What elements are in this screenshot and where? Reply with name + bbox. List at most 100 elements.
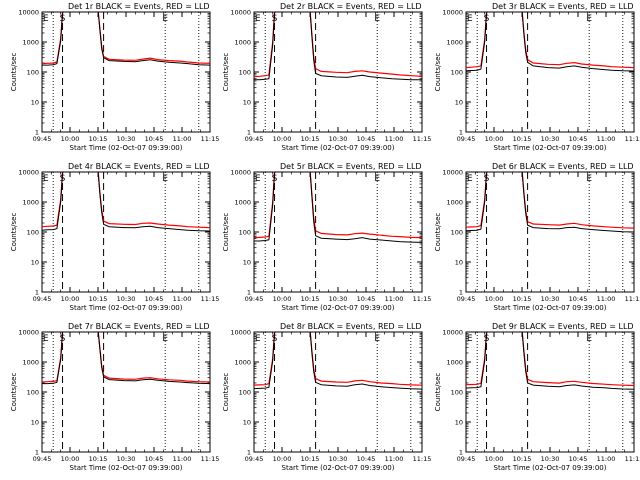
lld-series-line (42, 332, 210, 383)
x-tick-label: 10:15 (301, 295, 320, 303)
y-axis-label: Counts/sec (10, 373, 18, 412)
x-tick-label: 11:00 (597, 135, 616, 143)
y-tick-label: 100 (27, 389, 39, 397)
x-tick-label: 11:00 (173, 295, 192, 303)
y-tick-label: 1 (35, 289, 39, 297)
y-tick-label: 10 (31, 259, 39, 267)
x-tick-label: 10:15 (89, 455, 108, 463)
event-marker-label: E (43, 334, 49, 344)
event-marker-label: E (467, 174, 473, 184)
x-tick-label: 10:15 (89, 295, 108, 303)
x-tick-label: 10:30 (329, 455, 348, 463)
y-tick-label: 10000 (230, 329, 251, 337)
y-tick-label: 1 (247, 449, 251, 457)
detector-panel-2: Det 2r BLACK = Events, RED = LLD 1 10 100 10… (222, 2, 431, 152)
detector-panel-7: Det 7r BLACK = Events, RED = LLD 1 10 100 10… (10, 322, 219, 472)
y-tick-label: 1000 (234, 199, 251, 207)
y-tick-label: 1000 (22, 39, 39, 47)
y-axis-label: Counts/sec (434, 373, 442, 412)
x-tick-label: 10:45 (357, 295, 376, 303)
y-tick-label: 1 (459, 289, 463, 297)
y-tick-label: 1000 (22, 359, 39, 367)
y-tick-label: 100 (239, 69, 251, 77)
y-tick-label: 10000 (230, 169, 251, 177)
x-tick-label: 10:00 (61, 295, 80, 303)
lld-series-line (254, 332, 422, 386)
y-axis-label: Counts/sec (10, 213, 18, 252)
detector-panel-6: Det 6r BLACK = Events, RED = LLD 1 10 100 10… (434, 162, 640, 312)
y-tick-label: 1 (35, 449, 39, 457)
y-tick-label: 10000 (18, 329, 39, 337)
panel-title: Det 9r BLACK = Events, RED = LLD (492, 322, 634, 331)
x-tick-label: 11:15 (625, 455, 640, 463)
plot-frame (465, 11, 635, 133)
y-tick-label: 1 (247, 129, 251, 137)
x-tick-label: 10:30 (541, 295, 560, 303)
event-marker-label: S (484, 334, 490, 344)
x-tick-label: 11:00 (173, 455, 192, 463)
lld-series-line (466, 172, 634, 229)
x-tick-label: 11:00 (385, 135, 404, 143)
x-tick-label: 09:45 (33, 135, 52, 143)
x-tick-label: 11:15 (625, 135, 640, 143)
plot-frame (41, 331, 211, 453)
y-tick-label: 100 (27, 229, 39, 237)
y-tick-label: 10000 (442, 329, 463, 337)
plot-frame (41, 171, 211, 293)
x-tick-label: 10:45 (569, 295, 588, 303)
x-tick-label: 10:00 (485, 455, 504, 463)
plot-frame (465, 331, 635, 453)
x-tick-label: 10:30 (117, 135, 136, 143)
plot-frame (253, 171, 423, 293)
x-tick-label: 10:00 (273, 295, 292, 303)
y-tick-label: 100 (27, 69, 39, 77)
y-axis-label: Counts/sec (434, 213, 442, 252)
y-tick-label: 10000 (442, 169, 463, 177)
y-tick-label: 1000 (234, 359, 251, 367)
event-marker-label: E (467, 334, 473, 344)
y-tick-label: 10 (455, 419, 463, 427)
x-tick-label: 10:15 (89, 135, 108, 143)
x-tick-label: 11:15 (201, 295, 220, 303)
panel-title: Det 7r BLACK = Events, RED = LLD (68, 322, 210, 331)
detector-panel-9: Det 9r BLACK = Events, RED = LLD 1 10 100 10… (434, 322, 640, 472)
y-tick-label: 1000 (446, 359, 463, 367)
event-marker-label: E (255, 14, 261, 24)
x-tick-label: 10:00 (485, 135, 504, 143)
lld-series-line (254, 12, 422, 78)
y-tick-label: 10 (455, 99, 463, 107)
x-tick-label: 10:30 (329, 295, 348, 303)
x-tick-label: 10:15 (513, 295, 532, 303)
event-marker-label: E (586, 14, 592, 24)
x-tick-label: 11:00 (385, 295, 404, 303)
y-axis-label: Counts/sec (222, 53, 230, 92)
x-tick-label: 10:45 (145, 295, 164, 303)
event-marker-label: E (374, 14, 380, 24)
x-tick-label: 11:00 (173, 135, 192, 143)
plot-frame (41, 11, 211, 133)
x-axis-label: Start Time (02-Oct-07 09:39:00) (70, 464, 183, 472)
x-axis-label: Start Time (02-Oct-07 09:39:00) (282, 464, 395, 472)
x-tick-label: 11:00 (385, 455, 404, 463)
x-tick-label: 09:45 (33, 455, 52, 463)
panel-title: Det 5r BLACK = Events, RED = LLD (280, 162, 422, 171)
x-tick-label: 09:45 (457, 455, 476, 463)
lld-series-line (466, 332, 634, 387)
detector-panel-5: Det 5r BLACK = Events, RED = LLD 1 10 100 10… (222, 162, 431, 312)
y-tick-label: 1 (459, 129, 463, 137)
events-series-line (42, 12, 210, 66)
x-tick-label: 10:30 (117, 455, 136, 463)
x-tick-label: 11:15 (625, 295, 640, 303)
events-series-line (254, 332, 422, 390)
x-tick-label: 10:45 (357, 455, 376, 463)
x-tick-label: 10:30 (117, 295, 136, 303)
panel-title: Det 8r BLACK = Events, RED = LLD (280, 322, 422, 331)
event-marker-label: E (43, 174, 49, 184)
y-tick-label: 10000 (18, 169, 39, 177)
event-marker-label: S (60, 334, 66, 344)
event-marker-label: S (272, 334, 278, 344)
panel-title: Det 3r BLACK = Events, RED = LLD (492, 2, 634, 11)
x-tick-label: 10:30 (541, 135, 560, 143)
x-axis-label: Start Time (02-Oct-07 09:39:00) (282, 144, 395, 152)
x-tick-label: 10:00 (273, 135, 292, 143)
